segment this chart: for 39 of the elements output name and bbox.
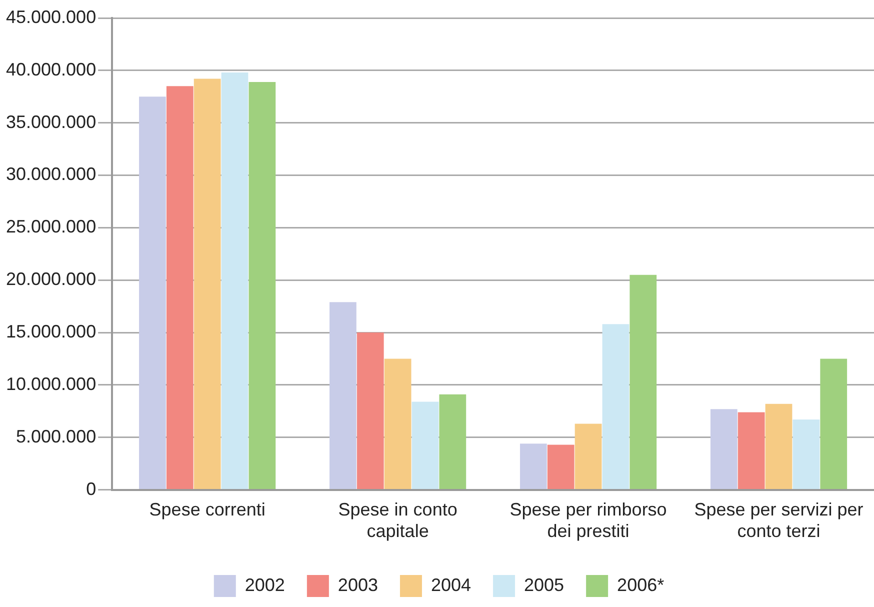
bar <box>221 72 248 490</box>
bar <box>547 444 574 490</box>
y-tick-label: 45.000.000 <box>6 6 96 27</box>
bar <box>330 302 356 490</box>
bar <box>820 358 848 490</box>
legend-label: 2002 <box>244 574 285 595</box>
bar <box>630 274 657 490</box>
bar <box>765 404 792 490</box>
y-tick-label: 0 <box>86 478 96 499</box>
y-tick-label: 40.000.000 <box>6 59 96 80</box>
y-tick-label: 20.000.000 <box>6 269 96 290</box>
y-tick-label: 10.000.000 <box>6 374 96 394</box>
y-tick-label: 35.000.000 <box>6 112 96 132</box>
x-tick-label: Spese per rimborso dei prestiti <box>510 500 667 542</box>
bar <box>248 82 276 490</box>
x-tick-label: Spese per servizi per conto terzi <box>694 500 864 542</box>
bar <box>139 96 166 490</box>
legend-label: 2004 <box>430 574 472 595</box>
y-tick-label: 15.000.000 <box>6 322 96 342</box>
bar <box>710 409 738 490</box>
bar <box>384 358 412 490</box>
y-tick-label: 5.000.000 <box>16 426 96 446</box>
legend-label: 2003 <box>338 574 378 595</box>
bar <box>412 402 439 490</box>
y-tick-label: 25.000.000 <box>6 216 96 237</box>
x-tick-label: Spese in conto capitale <box>338 500 458 542</box>
bar <box>439 394 466 490</box>
y-tick-label: 30.000.000 <box>6 164 96 184</box>
legend-label: 2005 <box>524 574 564 595</box>
x-tick-label: Spese correnti <box>149 500 266 520</box>
bar <box>574 424 602 490</box>
bar <box>520 444 547 490</box>
bar <box>792 420 820 490</box>
bar <box>602 324 630 490</box>
bar <box>738 412 765 490</box>
legend-label: 2006* <box>617 574 664 595</box>
bar <box>356 332 384 490</box>
bar <box>194 78 221 490</box>
bar <box>166 86 194 490</box>
